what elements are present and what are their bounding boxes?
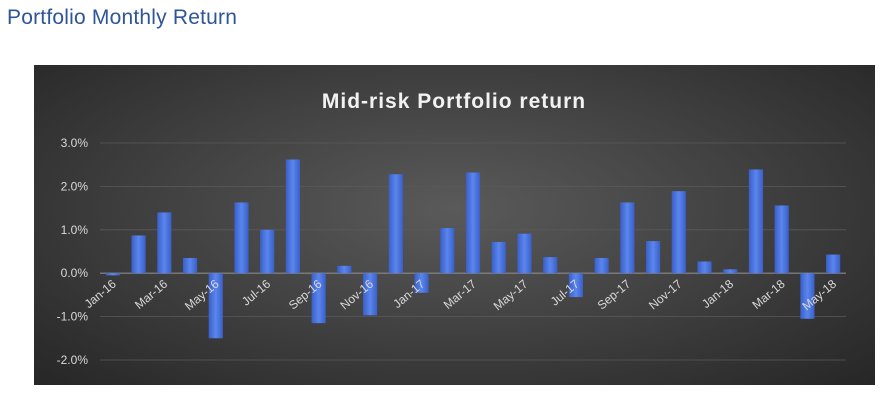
x-tick-label: Mar-18: [749, 277, 787, 312]
bar-feb-16: [131, 235, 146, 274]
bar-feb-18: [748, 169, 764, 274]
bar-oct-16: [337, 265, 352, 274]
x-tick-label: Jan-16: [82, 277, 119, 312]
bar-mar-18: [774, 205, 789, 274]
x-tick-label: Mar-16: [132, 277, 170, 312]
bar-dec-17: [697, 261, 712, 274]
bar-jul-16: [260, 229, 275, 274]
y-tick-label: -1.0%: [57, 310, 89, 324]
bar-may-16: [208, 273, 223, 339]
bar-jul-17: [568, 273, 583, 298]
x-tick-label: Nov-17: [646, 277, 685, 313]
bar-chart: Mid-risk Portfolio return 3.0% 2.0% 1.0% 0.…: [57, 90, 846, 367]
bar-oct-17: [645, 241, 661, 274]
chart-title: Mid-risk Portfolio return: [322, 90, 586, 113]
x-tick-label: Jul-16: [239, 277, 273, 309]
x-tick-label: Jan-18: [699, 277, 736, 312]
y-tick-label: 0.0%: [61, 266, 89, 280]
bar-aug-16: [285, 159, 301, 274]
bar-jan-16: [105, 273, 120, 276]
bar-dec-16: [388, 174, 403, 274]
bar-jun-16: [234, 202, 249, 274]
bar-may-17: [517, 233, 532, 274]
y-tick-label: 3.0%: [61, 136, 89, 150]
bar-nov-16: [363, 273, 378, 316]
y-tick-label: -2.0%: [57, 353, 89, 367]
bar-jan-18: [723, 269, 738, 274]
bar-mar-17: [465, 172, 481, 274]
x-tick-label: Sep-17: [595, 277, 634, 313]
bar-sep-16: [311, 273, 326, 324]
bar-feb-17: [440, 228, 455, 274]
x-tick-label: May-17: [491, 277, 531, 314]
bar-may-18: [826, 254, 841, 274]
page-title: Portfolio Monthly Return: [7, 6, 238, 29]
x-tick-label: Jan-17: [390, 277, 427, 312]
x-tick-label: Mar-17: [441, 277, 479, 312]
bar-jan-17: [414, 273, 429, 293]
bar-apr-17: [491, 241, 506, 274]
bar-aug-17: [594, 258, 609, 274]
bar-mar-16: [157, 212, 172, 274]
bar-sep-17: [620, 202, 635, 274]
bar-nov-17: [671, 191, 686, 274]
y-tick-label: 2.0%: [61, 179, 89, 193]
bar-jun-17: [543, 257, 558, 274]
bar-apr-18: [800, 273, 815, 319]
y-tick-label: 1.0%: [61, 223, 89, 237]
bar-apr-16: [182, 258, 198, 274]
chart-container: Mid-risk Portfolio return 3.0% 2.0% 1.0% 0.…: [34, 65, 875, 385]
